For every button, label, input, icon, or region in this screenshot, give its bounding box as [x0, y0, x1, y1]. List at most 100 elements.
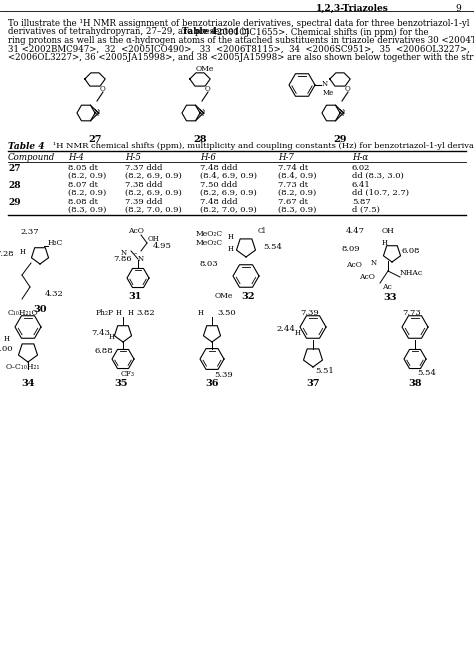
- Text: 3.50: 3.50: [217, 309, 236, 317]
- Text: (8.2, 6.9, 0.9): (8.2, 6.9, 0.9): [200, 189, 257, 196]
- Text: N: N: [340, 110, 346, 116]
- Text: 7.86: 7.86: [113, 255, 132, 263]
- Text: (8.2, 6.9, 0.9): (8.2, 6.9, 0.9): [125, 189, 182, 196]
- Text: N: N: [338, 109, 344, 114]
- Text: 29: 29: [8, 198, 21, 207]
- Text: 29: 29: [333, 135, 347, 144]
- Text: 2.44: 2.44: [276, 325, 295, 333]
- Text: 4.47: 4.47: [346, 227, 365, 235]
- Text: 7.37 ddd: 7.37 ddd: [125, 164, 163, 172]
- Text: –: –: [133, 249, 137, 257]
- Text: 8.05 dt: 8.05 dt: [68, 164, 98, 172]
- Text: AcO: AcO: [359, 273, 375, 281]
- Text: 6.41: 6.41: [352, 181, 371, 189]
- Text: 34: 34: [21, 379, 35, 388]
- Text: d (7.5): d (7.5): [352, 205, 380, 213]
- Text: 5.87: 5.87: [352, 198, 371, 206]
- Text: 30: 30: [33, 305, 47, 314]
- Text: Ac: Ac: [382, 283, 392, 291]
- Text: 27: 27: [88, 135, 102, 144]
- Text: 8.09: 8.09: [341, 245, 360, 253]
- Text: Table 4: Table 4: [8, 142, 45, 151]
- Text: 33: 33: [383, 293, 397, 302]
- Text: H-α: H-α: [352, 153, 368, 162]
- Text: N: N: [121, 249, 127, 257]
- Text: N: N: [198, 109, 204, 114]
- Text: H-4: H-4: [68, 153, 84, 162]
- Text: 7.73 dt: 7.73 dt: [278, 181, 308, 189]
- Text: H: H: [20, 248, 26, 256]
- Text: (8.2, 6.9, 0.9): (8.2, 6.9, 0.9): [125, 171, 182, 180]
- Text: 6.02: 6.02: [352, 164, 370, 172]
- Text: 31 <2002BMC947>,  32  <2005JCO490>,  33  <2006T8115>,  34  <2006SC951>,  35  <20: 31 <2002BMC947>, 32 <2005JCO490>, 33 <20…: [8, 45, 474, 54]
- Text: H: H: [295, 329, 301, 337]
- Text: 7.74 dt: 7.74 dt: [278, 164, 308, 172]
- Text: (8.4, 0.9): (8.4, 0.9): [278, 171, 317, 180]
- Text: (8.2, 0.9): (8.2, 0.9): [68, 171, 106, 180]
- Text: (8.2, 7.0, 0.9): (8.2, 7.0, 0.9): [200, 205, 257, 213]
- Text: H: H: [116, 309, 122, 317]
- Text: 7.48 ddd: 7.48 ddd: [200, 198, 237, 206]
- Text: H-5: H-5: [125, 153, 141, 162]
- Text: 8.00: 8.00: [0, 345, 13, 353]
- Text: 7.28: 7.28: [0, 250, 14, 258]
- Text: To illustrate the ¹H NMR assignment of benzotriazole derivatives, spectral data : To illustrate the ¹H NMR assignment of b…: [8, 19, 470, 28]
- Text: (8.3, 0.9): (8.3, 0.9): [278, 205, 316, 213]
- Text: 8.08 dt: 8.08 dt: [68, 198, 98, 206]
- Text: H: H: [4, 335, 10, 343]
- Text: OMe: OMe: [215, 292, 233, 300]
- Text: C₁₀H₂₁O: C₁₀H₂₁O: [8, 309, 38, 317]
- Text: OMe: OMe: [196, 65, 214, 73]
- Text: 5.54: 5.54: [417, 369, 436, 377]
- Text: 2.37: 2.37: [21, 228, 39, 236]
- Text: 3.82: 3.82: [136, 309, 155, 317]
- Text: H₃C: H₃C: [48, 239, 64, 247]
- Text: dd (10.7, 2.7): dd (10.7, 2.7): [352, 189, 409, 196]
- Text: OH: OH: [382, 227, 395, 235]
- Text: 7.67 dt: 7.67 dt: [278, 198, 308, 206]
- Text: 8.03: 8.03: [200, 260, 218, 268]
- Text: 4.32: 4.32: [45, 290, 64, 298]
- Text: Cl: Cl: [258, 227, 266, 235]
- Text: 9: 9: [455, 4, 461, 13]
- Text: H-7: H-7: [278, 153, 294, 162]
- Text: 6.08: 6.08: [402, 247, 420, 255]
- Text: N: N: [93, 112, 99, 117]
- Text: H: H: [198, 309, 204, 317]
- Text: N: N: [95, 110, 100, 116]
- Text: N: N: [93, 109, 99, 114]
- Text: 7.39: 7.39: [301, 309, 319, 317]
- Text: 35: 35: [114, 379, 128, 388]
- Text: 31: 31: [128, 292, 142, 301]
- Text: (8.4, 6.9, 0.9): (8.4, 6.9, 0.9): [200, 171, 257, 180]
- Text: ¹H NMR chemical shifts (ppm), multiplicity and coupling constants (Hz) for benzo: ¹H NMR chemical shifts (ppm), multiplici…: [45, 142, 474, 150]
- Text: 7.50 ddd: 7.50 ddd: [200, 181, 237, 189]
- Text: 28: 28: [193, 135, 207, 144]
- Text: 5.39: 5.39: [214, 371, 233, 379]
- Text: H: H: [128, 309, 134, 317]
- Text: N: N: [200, 110, 205, 116]
- Text: N: N: [198, 112, 204, 117]
- Text: 7.73: 7.73: [402, 309, 421, 317]
- Text: <2001CJC1655>. Chemical shifts (in ppm) for the: <2001CJC1655>. Chemical shifts (in ppm) …: [207, 28, 429, 37]
- Text: 5.51: 5.51: [315, 367, 334, 375]
- Text: 7.39 ddd: 7.39 ddd: [125, 198, 163, 206]
- Text: O–C₁₀H₂₁: O–C₁₀H₂₁: [6, 363, 40, 371]
- Text: H: H: [382, 239, 388, 247]
- Text: H: H: [228, 233, 234, 241]
- Text: 8.07 dt: 8.07 dt: [68, 181, 98, 189]
- Text: 38: 38: [408, 379, 422, 388]
- Text: (8.2, 0.9): (8.2, 0.9): [278, 189, 316, 196]
- Text: (8.2, 7.0, 0.9): (8.2, 7.0, 0.9): [125, 205, 182, 213]
- Text: MeO₂C: MeO₂C: [196, 230, 223, 238]
- Text: 7.43: 7.43: [91, 329, 110, 337]
- Text: 1,2,3-Triazoles: 1,2,3-Triazoles: [316, 4, 389, 13]
- Text: AcO: AcO: [128, 227, 144, 235]
- Text: O: O: [345, 85, 351, 93]
- Text: Table 4: Table 4: [182, 28, 217, 37]
- Text: H: H: [228, 245, 234, 253]
- Text: 6.88: 6.88: [94, 347, 113, 355]
- Text: 5.54: 5.54: [263, 243, 282, 251]
- Text: 36: 36: [205, 379, 219, 388]
- Text: 4.95: 4.95: [153, 242, 172, 250]
